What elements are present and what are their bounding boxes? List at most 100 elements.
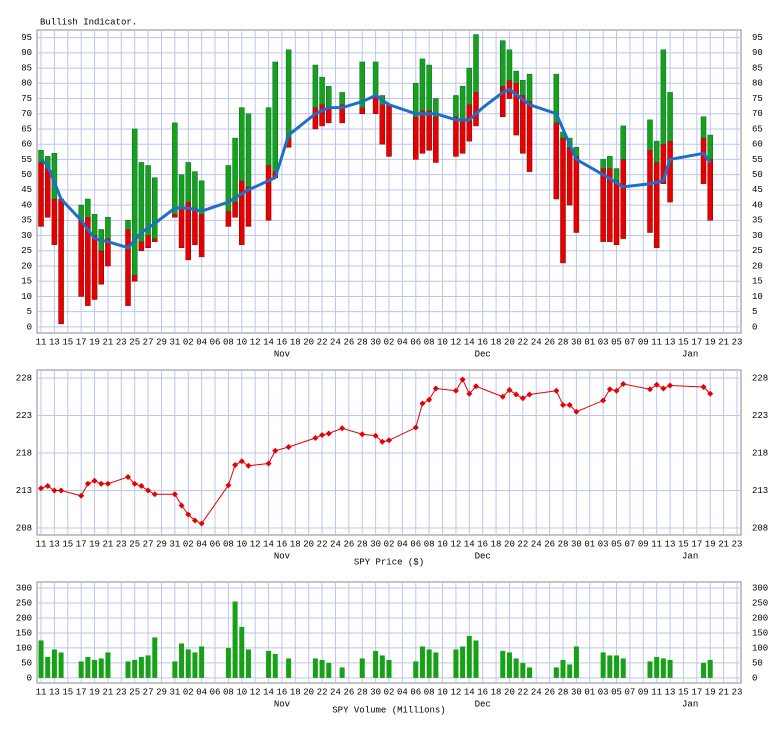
down-bar	[178, 207, 185, 248]
up-bar	[312, 64, 319, 108]
x-tick-label: 07	[625, 687, 636, 697]
volume-bar	[138, 656, 144, 678]
x-tick-label: 15	[62, 687, 73, 697]
x-tick-label: 06	[210, 337, 221, 347]
price-point	[519, 395, 526, 402]
down-bar	[653, 162, 660, 248]
x-tick-label: 23	[116, 337, 127, 347]
y-tick-label-right: 40	[752, 200, 763, 210]
y-tick-label-right: 228	[752, 373, 768, 383]
y-tick-label: 5	[27, 307, 32, 317]
up-bar	[433, 98, 439, 118]
x-tick-label: 06	[410, 539, 421, 549]
up-bar	[272, 61, 278, 172]
x-tick-label: 17	[691, 539, 702, 549]
volume-bar	[386, 659, 392, 678]
month-label: Dec	[475, 699, 491, 709]
x-tick-label: 28	[357, 687, 368, 697]
up-bar	[232, 137, 238, 203]
price-point	[553, 387, 560, 394]
price-point	[38, 485, 45, 492]
chart-title: SPY Price ($)	[354, 557, 424, 567]
volume-bar	[172, 661, 178, 678]
x-tick-label: 27	[143, 539, 154, 549]
y-tick-label-right: 30	[752, 231, 763, 241]
volume-bar	[85, 656, 91, 678]
y-tick-label: 90	[21, 48, 32, 58]
x-tick-label: 23	[116, 539, 127, 549]
price-point	[191, 517, 198, 524]
x-tick-label: 12	[250, 687, 261, 697]
x-tick-label: 14	[263, 687, 274, 697]
x-tick-label: 26	[343, 687, 354, 697]
price-point	[472, 383, 479, 390]
x-tick-label: 13	[49, 539, 60, 549]
x-tick-label: 05	[611, 337, 622, 347]
volume-bar	[567, 664, 573, 678]
y-tick-label-right: 218	[752, 448, 768, 458]
down-bar	[647, 150, 653, 233]
x-tick-label: 26	[544, 687, 555, 697]
x-tick-label: 16	[277, 539, 288, 549]
price-point	[272, 447, 279, 454]
y-tick-label: 35	[21, 216, 32, 226]
volume-bar	[38, 640, 44, 678]
x-tick-label: 25	[129, 337, 140, 347]
price-point	[125, 474, 132, 481]
x-tick-label: 01	[584, 337, 595, 347]
y-tick-label-right: 50	[752, 170, 763, 180]
y-tick-label-right: 55	[752, 155, 763, 165]
up-bar	[131, 128, 138, 276]
price-point	[566, 402, 573, 409]
volume-bar	[51, 649, 57, 678]
price-point	[265, 460, 272, 467]
price-point	[513, 391, 520, 398]
x-tick-label: 03	[598, 687, 609, 697]
price-point	[84, 480, 91, 487]
volume-bar	[573, 646, 579, 678]
price-point	[620, 381, 627, 388]
x-tick-label: 15	[62, 337, 73, 347]
x-tick-label: 07	[625, 539, 636, 549]
x-tick-label: 11	[36, 687, 47, 697]
y-tick-label-right: 250	[752, 598, 768, 608]
y-tick-label: 208	[16, 523, 32, 533]
x-tick-label: 18	[491, 337, 502, 347]
y-tick-label-right: 75	[752, 94, 763, 104]
x-tick-label: 10	[437, 687, 448, 697]
average-line	[40, 87, 712, 250]
x-tick-label: 22	[317, 687, 328, 697]
price-point	[432, 385, 439, 392]
price-point	[372, 432, 379, 439]
price-point	[104, 480, 111, 487]
y-tick-label: 60	[21, 140, 32, 150]
volume-bar	[125, 661, 131, 678]
x-tick-label: 28	[357, 539, 368, 549]
x-tick-label: 30	[370, 687, 381, 697]
price-point	[98, 480, 105, 487]
up-bar	[138, 162, 145, 242]
price-point	[91, 477, 98, 484]
x-tick-label: 16	[277, 687, 288, 697]
x-tick-label: 02	[183, 337, 194, 347]
volume-bar	[620, 658, 626, 678]
volume-bar	[326, 662, 332, 678]
x-tick-label: 19	[705, 687, 716, 697]
y-tick-label-right: 15	[752, 277, 763, 287]
up-bar	[526, 73, 533, 102]
volume-bar	[453, 649, 459, 678]
volume-bar	[185, 649, 191, 678]
price-point	[700, 384, 707, 391]
volume-bar	[373, 650, 379, 678]
x-tick-label: 20	[504, 539, 515, 549]
volume-bar	[245, 649, 251, 678]
x-tick-label: 02	[183, 687, 194, 697]
down-bar	[707, 159, 713, 221]
up-bar	[91, 213, 98, 236]
price-point	[312, 435, 319, 442]
y-tick-label-right: 20	[752, 261, 763, 271]
y-tick-label-right: 300	[752, 583, 768, 593]
volume-bar	[513, 658, 519, 678]
down-bar	[44, 168, 51, 218]
volume-bar	[232, 601, 238, 678]
